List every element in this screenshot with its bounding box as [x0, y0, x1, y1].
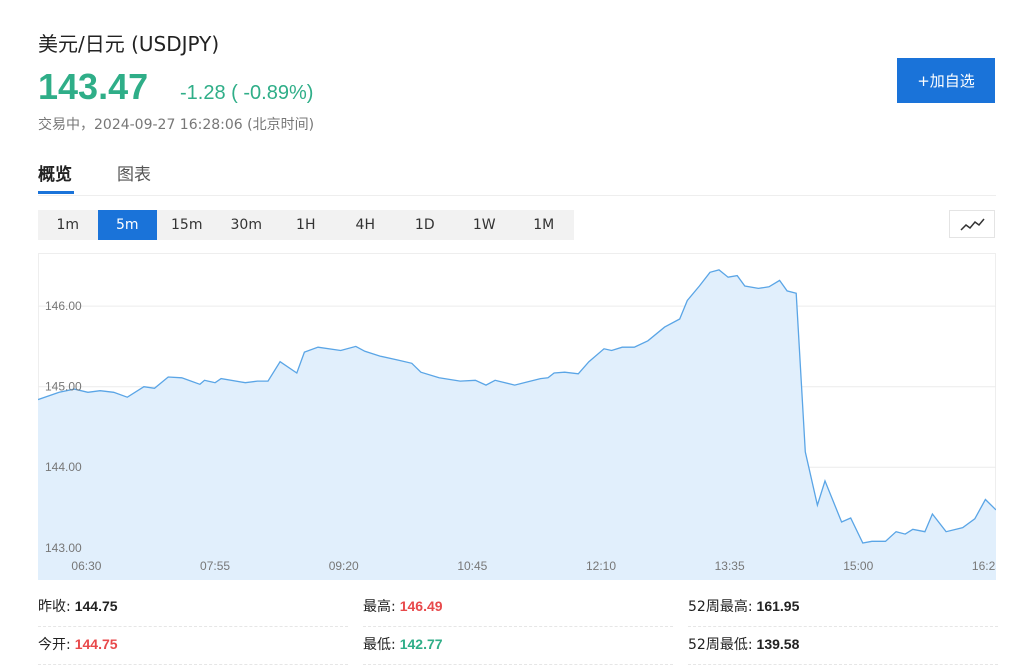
separator: [363, 626, 673, 627]
tab-underline: [38, 191, 74, 194]
stat-value: 142.77: [399, 636, 443, 652]
line: [38, 269, 996, 544]
area: [38, 269, 996, 580]
separator: [38, 626, 348, 627]
stat: 昨收: 144.75: [38, 596, 118, 616]
period-button[interactable]: 30m: [230, 217, 262, 233]
stat: 52周最低: 139.58: [688, 634, 799, 654]
stat-value: 144.75: [74, 636, 118, 652]
stat-label: 昨收:: [38, 599, 71, 615]
x-tick-label: 12:10: [586, 559, 616, 573]
period-button[interactable]: 1W: [472, 217, 496, 233]
stat-label: 今开:: [38, 637, 71, 653]
period-button[interactable]: 1m: [56, 217, 80, 233]
stat-label: 52周最低:: [688, 637, 753, 653]
separator: [363, 664, 673, 665]
stat: 最低: 142.77: [363, 634, 443, 654]
stat-value: 161.95: [756, 598, 800, 614]
icon: [960, 218, 985, 231]
y-tick-label: 146.00: [45, 299, 82, 313]
stat-value: 139.58: [756, 636, 800, 652]
stat-value: 146.49: [399, 598, 443, 614]
tab[interactable]: 概览: [38, 165, 72, 185]
x-tick-label: 09:20: [329, 559, 359, 573]
x-tick-label: 07:55: [200, 559, 230, 573]
y-tick-label: 144.00: [45, 460, 82, 474]
separator: [688, 664, 998, 665]
separator: [38, 664, 348, 665]
stat: 今开: 144.75: [38, 634, 118, 654]
x-tick-label: 10:45: [457, 559, 487, 573]
period-button[interactable]: 4H: [355, 217, 375, 233]
x-tick-label: 06:30: [71, 559, 101, 573]
tab[interactable]: 图表: [117, 165, 151, 185]
period-button[interactable]: 15m: [171, 217, 203, 233]
period-button[interactable]: 1M: [533, 217, 555, 233]
x-tick-label: 13:35: [715, 559, 745, 573]
stat-value: 144.75: [74, 598, 118, 614]
x-tick-label: 15:00: [843, 559, 873, 573]
y-tick-label: 145.00: [45, 380, 82, 394]
stat-label: 52周最高:: [688, 599, 753, 615]
stat-label: 最高:: [363, 599, 396, 615]
title: 美元/日元 (USDJPY): [38, 32, 220, 56]
status: 交易中，2024-09-27 16:28:06 (北京时间): [38, 117, 315, 133]
change: -1.28 ( -0.89%): [180, 82, 314, 104]
period-bar: 1m 5m 15m 30m 1H 4H 1D 1W 1M: [38, 210, 574, 240]
period-button[interactable]: 1D: [414, 217, 435, 233]
stat: 最高: 146.49: [363, 596, 443, 616]
price: 143.47: [38, 66, 149, 107]
separator: [688, 626, 998, 627]
period-button[interactable]: 5m: [97, 210, 157, 240]
chart: 143.00 144.00 145.00 146.00 06:30 07:55 09:20 1…: [38, 253, 996, 580]
stat-label: 最低:: [363, 637, 396, 653]
x-tick-label: 16:25: [972, 559, 996, 573]
stat: 52周最高: 161.95: [688, 596, 799, 616]
chart-type-button[interactable]: [949, 210, 995, 238]
add-watchlist-button[interactable]: +加自选: [897, 58, 995, 103]
divider: [38, 195, 996, 196]
y-tick-label: 143.00: [45, 541, 82, 555]
period-button[interactable]: 1H: [296, 217, 316, 233]
